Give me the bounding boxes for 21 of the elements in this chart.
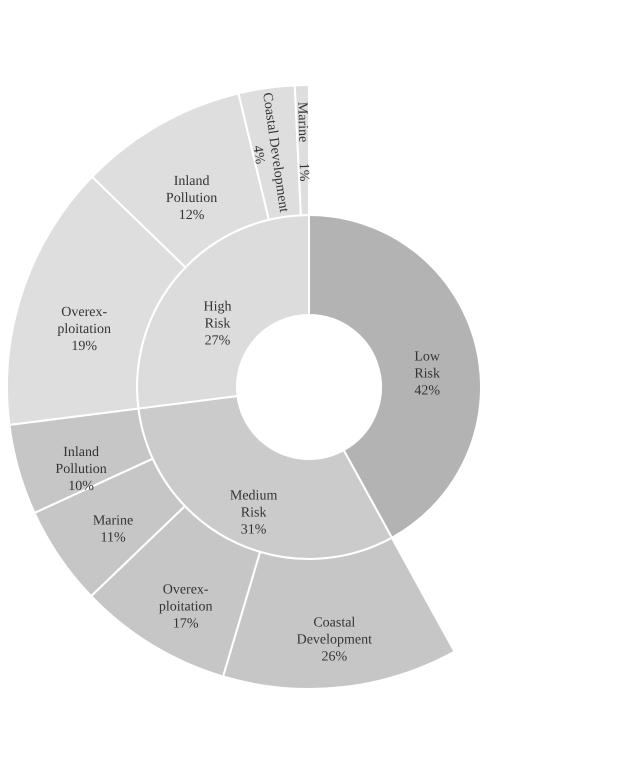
data-label: 1% <box>296 162 312 182</box>
data-label: 12% <box>178 208 205 224</box>
category-label: Coastal Development <box>296 616 372 648</box>
data-label: 26% <box>321 650 348 665</box>
data-label: 27% <box>204 333 231 348</box>
data-label: 17% <box>172 616 199 632</box>
data-label: 19% <box>71 338 98 354</box>
slice-label: Medium Risk <box>230 488 278 521</box>
data-label: 11% <box>100 530 126 546</box>
category-label: Overex-ploitation <box>158 582 212 614</box>
category-label: Marine <box>294 102 310 142</box>
data-label: 31% <box>240 522 267 538</box>
category-label: Inland Pollution <box>55 445 107 478</box>
data-label: 10% <box>68 479 94 494</box>
category-label: Inland Pollution <box>166 174 218 206</box>
slice-label: High Risk <box>203 299 232 332</box>
data-label: 4% <box>250 144 268 166</box>
category-label: Marine <box>92 513 134 528</box>
slice-label: Low Risk <box>414 350 441 382</box>
data-label: 42% <box>414 384 440 399</box>
category-label: Overex-ploitation <box>57 304 112 337</box>
